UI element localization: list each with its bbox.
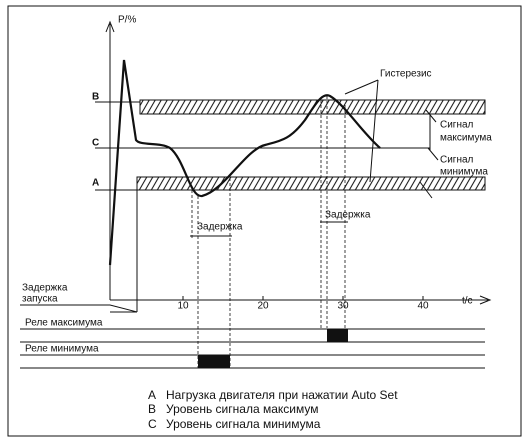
relay-pulse: [327, 329, 348, 342]
relay-pulse: [198, 355, 230, 368]
load-curve: [108, 59, 381, 266]
frame: [7, 5, 522, 437]
legend-text: Уровень сигнала минимума: [166, 417, 321, 431]
hysteresis-lines: [344, 79, 379, 183]
level-label: A: [92, 178, 99, 189]
ticks: [419, 109, 439, 199]
legend-text: Уровень сигнала максимум: [166, 402, 318, 416]
x-ticks: [182, 296, 424, 300]
relay-label: Реле максимума: [25, 318, 103, 329]
hysteresis-label: Гистерезис: [380, 69, 432, 80]
signal-max: максимума: [440, 133, 492, 144]
x-tick: 40: [417, 301, 429, 312]
y-arrow: [105, 20, 115, 33]
level-label: B: [92, 92, 99, 103]
x-label: t/c: [462, 296, 473, 307]
delay-label: Задержка: [197, 222, 243, 233]
legend-letter: B: [148, 402, 156, 416]
start-bracket: [20, 190, 138, 313]
relay-label: Реле минимума: [25, 344, 99, 355]
delay-label: Задержка: [325, 210, 371, 221]
y-label: P/%: [118, 15, 136, 26]
signal-min: Сигнал: [440, 155, 474, 166]
legend-text: Нагрузка двигателя при нажатии Auto Set: [166, 388, 398, 402]
legend-letter: A: [148, 388, 156, 402]
signal-min: минимума: [440, 167, 488, 178]
x-arrow: [479, 295, 492, 305]
dash-lines: [191, 96, 346, 368]
start-delay: запуска: [22, 294, 58, 305]
level-label: C: [92, 138, 99, 149]
signal-max: Сигнал: [440, 120, 474, 131]
x-tick: 30: [337, 301, 349, 312]
x-tick: 20: [257, 301, 269, 312]
legend-letter: C: [148, 417, 157, 431]
start-delay: Задержка: [22, 283, 68, 294]
x-tick: 10: [177, 301, 189, 312]
